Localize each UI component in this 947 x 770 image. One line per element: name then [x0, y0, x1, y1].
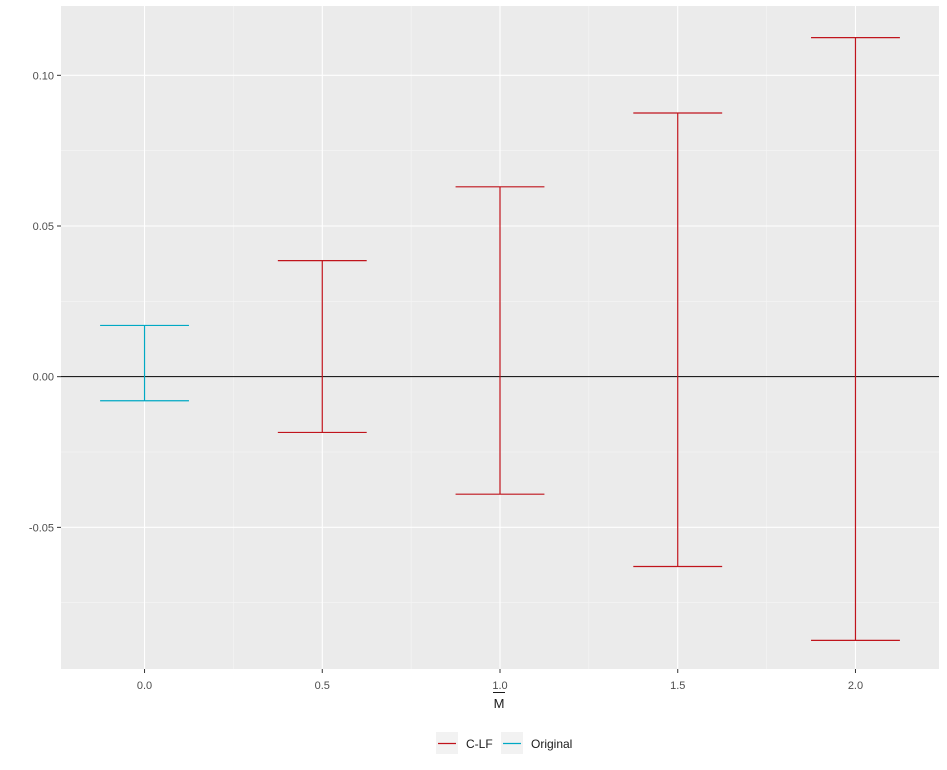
x-tick-label: 1.5: [670, 680, 685, 692]
y-tick-label: 0.05: [33, 221, 54, 233]
x-axis-title-text: M: [494, 696, 505, 711]
legend-label-c-lf: C-LF: [466, 737, 493, 751]
errorbar-c-lf-2: [811, 37, 900, 641]
y-tick-label: -0.05: [29, 522, 54, 534]
x-tick-label: 0.0: [137, 680, 152, 692]
x-tick-label: 0.5: [315, 680, 330, 692]
x-axis-title: M: [493, 692, 505, 711]
legend-item-c-lf[interactable]: C-LF: [436, 732, 493, 754]
y-tick-label: 0.00: [33, 372, 54, 384]
y-axis: -0.05 0.00 0.05 0.10: [29, 70, 61, 534]
x-tick-label: 2.0: [848, 680, 863, 692]
errorbar-original-0: [100, 324, 189, 402]
x-tick-label: 1.0: [492, 680, 507, 692]
errorbar-c-lf-1: [455, 186, 545, 495]
errorbar-c-lf-0.5: [277, 260, 367, 434]
legend-label-original: Original: [531, 737, 572, 751]
error-bars: [100, 37, 900, 641]
legend-item-original[interactable]: Original: [501, 732, 572, 754]
x-axis: 0.0 0.5 1.0 1.5 2.0: [137, 669, 863, 692]
legend: C-LF Original: [436, 732, 572, 754]
errorbar-c-lf-1.5: [633, 112, 723, 568]
y-tick-label: 0.10: [33, 70, 54, 82]
